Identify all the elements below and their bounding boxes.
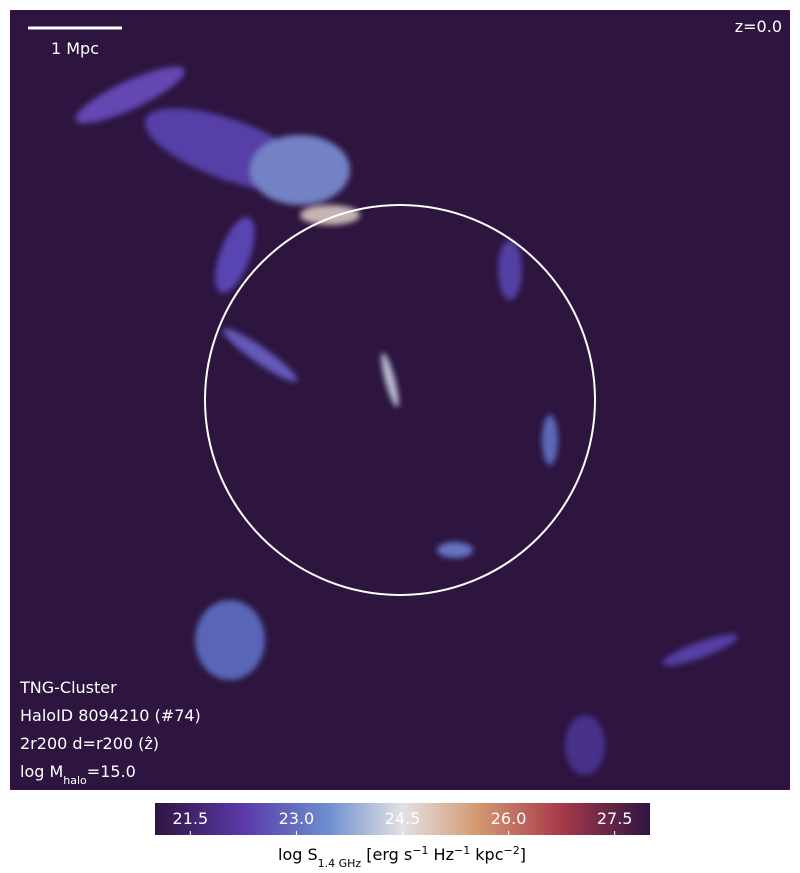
- info-line: HaloID 8094210 (#74): [20, 706, 201, 725]
- text-segment: HaloID 8094210 (#74): [20, 706, 201, 725]
- info-line: log Mhalo=15.0: [20, 762, 136, 787]
- tick-label: 26.0: [491, 809, 527, 828]
- info-block: TNG-Cluster HaloID 8094210 (#74) 2r200 d=r…: [19, 678, 201, 787]
- text-segment: TNG-Cluster: [19, 678, 117, 697]
- text-segment: =15.0: [87, 762, 136, 781]
- r200-circle: [204, 204, 596, 596]
- scale-label: 1 Mpc: [51, 39, 99, 58]
- colorbar-ticks: 21.5 23.0 24.5 26.0 27.5: [173, 809, 633, 835]
- text-segment: −1: [412, 844, 428, 857]
- text-segment: −2: [504, 844, 520, 857]
- text-segment: ]: [520, 845, 526, 864]
- info-line: 2r200 d=r200 (ẑ): [20, 734, 159, 753]
- text-segment: kpc: [470, 845, 503, 864]
- text-segment: −1: [454, 844, 470, 857]
- text-segment: Hz: [428, 845, 454, 864]
- colorbar-label: log S1.4 GHz [erg s−1 Hz−1 kpc−2]: [278, 844, 526, 870]
- text-segment: 2r200 d=r200 (ẑ): [20, 734, 159, 753]
- colorbar: [155, 803, 650, 835]
- tick-label: 27.5: [597, 809, 633, 828]
- text-segment: halo: [63, 774, 87, 787]
- text-segment: [erg s: [361, 845, 412, 864]
- text-segment: 1.4 GHz: [318, 857, 362, 870]
- redshift-label: z=0.0: [735, 17, 782, 36]
- tick-label: 24.5: [385, 809, 421, 828]
- text-segment: log S: [278, 845, 318, 864]
- tick-label: 23.0: [279, 809, 315, 828]
- tick-label: 21.5: [173, 809, 209, 828]
- text-segment: log M: [20, 762, 63, 781]
- emission-structures: [75, 66, 738, 775]
- map-background: [10, 10, 790, 790]
- info-line: TNG-Cluster: [19, 678, 117, 697]
